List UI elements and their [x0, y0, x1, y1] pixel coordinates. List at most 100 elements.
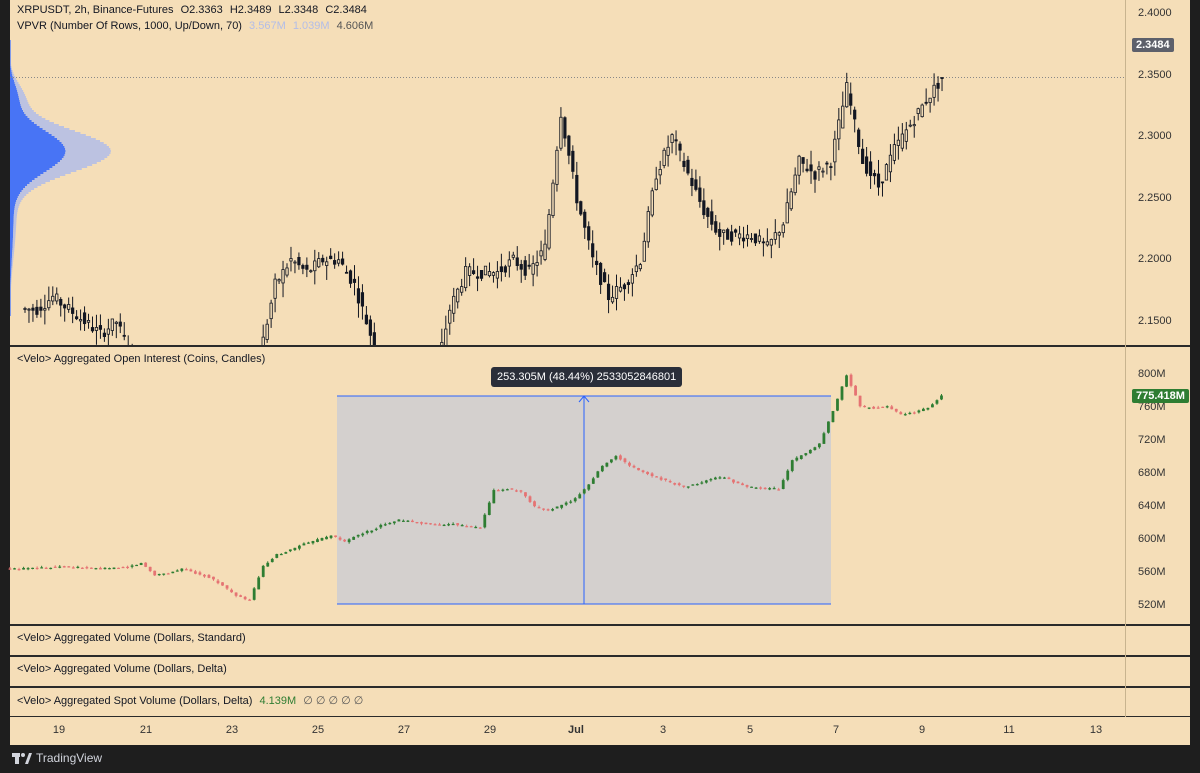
volume-standard-pane[interactable]: <Velo> Aggregated Volume (Dollars, Stand… [10, 626, 1190, 655]
oi-candle [659, 475, 663, 482]
vpvr-bar-up [10, 222, 14, 224]
spot-volume-pane[interactable]: <Velo> Aggregated Spot Volume (Dollars, … [10, 688, 1190, 716]
price-candle [587, 221, 591, 250]
vpvr-bar-down [21, 106, 31, 108]
vpvr-legend[interactable]: VPVR (Number Of Rows, 1000, Up/Down, 70)… [17, 20, 377, 32]
spot-volume-legend[interactable]: <Velo> Aggregated Spot Volume (Dollars, … [17, 694, 367, 707]
volume-standard-legend[interactable]: <Velo> Aggregated Volume (Dollars, Stand… [17, 632, 246, 644]
price-candle [884, 163, 889, 181]
vpvr-bar-down [11, 72, 14, 74]
vpvr-bar-up [10, 110, 24, 112]
oi-candle [736, 481, 740, 484]
vpvr-bar-down [12, 244, 15, 246]
vpvr-bar-down [64, 146, 109, 148]
price-candle [293, 260, 297, 274]
oi-candle [198, 570, 202, 576]
vpvr-bar-up [10, 74, 13, 76]
vpvr-bar-down [48, 132, 81, 134]
oi-candle [266, 561, 270, 567]
oi-candle [673, 482, 677, 486]
vpvr-bar-down [65, 148, 111, 150]
oi-candle [569, 499, 573, 504]
low-value: L2.3348 [278, 4, 319, 16]
vpvr-bar-up [10, 162, 58, 164]
vpvr-bar-up [10, 120, 32, 122]
oi-candle [379, 523, 383, 530]
vpvr-bar-down [15, 86, 21, 88]
oi-candle [619, 454, 622, 461]
vpvr-bar-down [23, 110, 34, 112]
oi-legend[interactable]: <Velo> Aggregated Open Interest (Coins, … [17, 353, 266, 365]
vpvr-bar-down [40, 174, 66, 176]
oi-candle [745, 484, 749, 489]
vpvr-bar-up [10, 154, 65, 156]
vpvr-bar-up [10, 82, 15, 84]
price-candle [329, 248, 333, 260]
price-candle [626, 279, 631, 294]
oi-candle [754, 486, 758, 489]
oi-candle [442, 524, 446, 527]
vpvr-bar-up [10, 204, 16, 206]
vpvr-bar-down [13, 232, 16, 234]
vpvr-bar-up [10, 210, 15, 212]
price-candle [122, 322, 126, 341]
pane-separator[interactable] [10, 655, 1190, 657]
vpvr-bar-up [10, 112, 25, 114]
oi-candle [474, 525, 478, 529]
oi-candle [252, 587, 256, 601]
vpvr-bar-down [63, 156, 108, 158]
footer-bar: TradingView [0, 745, 1200, 773]
vpvr-bar-up [10, 98, 20, 100]
tradingview-logo[interactable]: TradingView [12, 751, 102, 765]
oi-candle [501, 488, 505, 492]
current-oi-tag: 775.418M [1132, 389, 1189, 403]
symbol-name[interactable]: XRPUSDT, 2h, Binance-Futures [17, 4, 174, 16]
pane-separator[interactable] [10, 624, 1190, 626]
price-pane[interactable]: XRPUSDT, 2h, Binance-Futures O2.3363 H2.… [10, 0, 1190, 634]
price-candle [59, 297, 63, 317]
price-candle [71, 296, 75, 324]
oi-candle [912, 411, 916, 415]
oi-candle [433, 523, 437, 526]
vpvr-bar-down [24, 112, 36, 114]
oi-candle [931, 403, 934, 408]
vpvr-bar-down [23, 188, 35, 190]
vpvr-bar-up [10, 180, 32, 182]
vpvr-bar-up [10, 138, 58, 140]
vpvr-bar-up [10, 166, 53, 168]
vpvr-bar-down [16, 88, 23, 90]
vpvr-bar-down [13, 78, 17, 80]
vpvr-bar-up [10, 84, 16, 86]
price-candle [468, 263, 472, 287]
vpvr-bar-down [36, 124, 59, 126]
volume-delta-pane[interactable]: <Velo> Aggregated Volume (Dollars, Delta… [10, 657, 1190, 686]
price-tick-label: 2.2500 [1138, 191, 1172, 204]
oi-candle [515, 489, 518, 493]
price-candle [118, 313, 122, 334]
vpvr-bar-up [10, 50, 11, 52]
oi-candle [26, 567, 30, 571]
vpvr-bar-up [10, 216, 14, 218]
price-candle [753, 233, 758, 247]
oi-candle [175, 569, 179, 572]
oi-candle [804, 452, 808, 457]
time-axis[interactable]: 19 21 23 25 27 29 Jul 3 5 7 9 11 13 [10, 717, 1190, 745]
price-candle [602, 268, 607, 283]
vpvr-bar-down [11, 258, 14, 260]
price-axis-divider [1125, 0, 1126, 717]
vpvr-bar-up [10, 124, 37, 126]
pane-separator[interactable] [10, 686, 1190, 688]
oi-candle [343, 538, 347, 543]
oi-candle [203, 573, 206, 578]
vpvr-bar-up [10, 256, 12, 258]
oi-candle [845, 374, 848, 388]
pane-separator[interactable] [10, 345, 1190, 347]
oi-candle [329, 535, 333, 540]
oi-candle [872, 405, 876, 410]
volume-delta-legend[interactable]: <Velo> Aggregated Volume (Dollars, Delta… [17, 663, 227, 675]
oi-candle [587, 484, 591, 491]
price-candle [610, 285, 615, 304]
vpvr-bar-up [10, 262, 12, 264]
price-candle [575, 161, 579, 211]
oi-pane[interactable]: <Velo> Aggregated Open Interest (Coins, … [8, 347, 1190, 624]
